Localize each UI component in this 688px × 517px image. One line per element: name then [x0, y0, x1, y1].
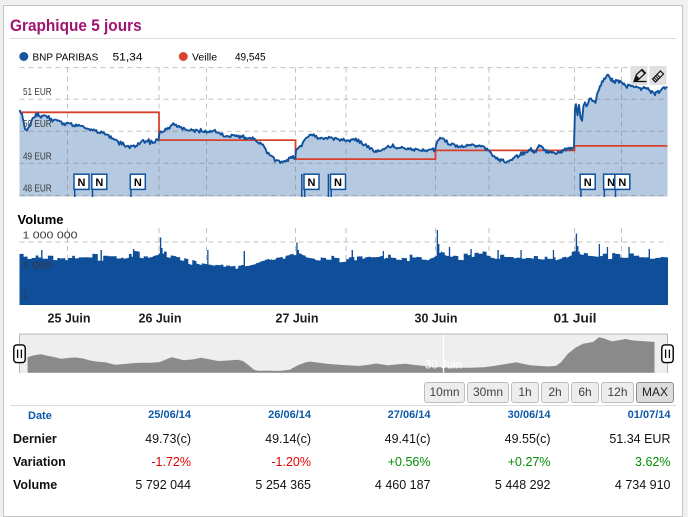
svg-text:Volume: Volume: [18, 212, 64, 227]
svg-text:N: N: [607, 177, 615, 189]
svg-text:30 Juin: 30 Juin: [415, 311, 458, 326]
svg-text:N: N: [584, 177, 592, 189]
svg-text:51 EUR: 51 EUR: [23, 86, 52, 98]
svg-text:49,545: 49,545: [235, 52, 266, 64]
svg-text:1 000 000: 1 000 000: [23, 230, 78, 242]
svg-text:N: N: [95, 177, 103, 189]
svg-text:1 000: 1 000: [23, 259, 52, 271]
svg-text:N: N: [334, 177, 342, 189]
svg-text:26 Juin: 26 Juin: [139, 311, 182, 326]
svg-text:50 EUR: 50 EUR: [23, 118, 52, 130]
svg-text:51,34: 51,34: [113, 52, 143, 64]
svg-text:01 Juil: 01 Juil: [554, 311, 597, 326]
svg-text:25 Juin: 25 Juin: [48, 311, 91, 326]
svg-text:49 EUR: 49 EUR: [23, 150, 52, 162]
svg-text:27 Juin: 27 Juin: [276, 311, 319, 326]
svg-text:N: N: [134, 177, 142, 189]
svg-text:30 Juin: 30 Juin: [425, 359, 462, 371]
svg-text:Veille: Veille: [192, 52, 217, 64]
svg-text:48 EUR: 48 EUR: [23, 182, 52, 194]
svg-text:BNP PARIBAS: BNP PARIBAS: [33, 53, 99, 64]
svg-text:N: N: [78, 177, 86, 189]
svg-text:1: 1: [23, 289, 29, 301]
svg-text:N: N: [618, 177, 626, 189]
svg-text:N: N: [308, 177, 316, 189]
